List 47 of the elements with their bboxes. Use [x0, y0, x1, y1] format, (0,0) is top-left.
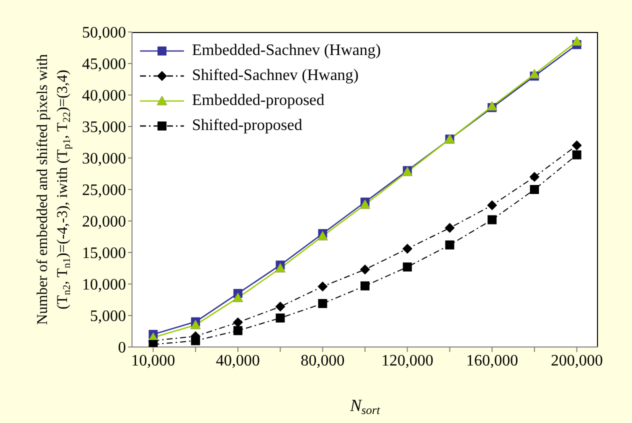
y-tick-label: 50,000 — [82, 24, 126, 42]
y-tick-label: 35,000 — [82, 119, 126, 136]
x-tick-label: 200,000 — [550, 352, 603, 370]
point — [572, 150, 582, 160]
x-tick-label: 80,000 — [300, 352, 345, 370]
legend-label: Embedded-Sachnev (Hwang) — [192, 42, 381, 60]
y-tick-label: 20,000 — [82, 214, 126, 231]
x-tick-label: 120,000 — [381, 352, 434, 370]
point — [572, 36, 582, 46]
y-tick-label: 5,000 — [90, 308, 126, 326]
y-tick-label: 45,000 — [82, 56, 126, 74]
point — [402, 262, 412, 272]
point — [488, 215, 497, 224]
point — [232, 317, 243, 328]
legend-label: Embedded-proposed — [192, 92, 324, 110]
y-tick-label: 0 — [118, 340, 126, 357]
point — [191, 336, 200, 346]
point — [529, 68, 540, 78]
point — [572, 140, 582, 150]
point — [276, 314, 285, 323]
point — [445, 240, 454, 250]
x-tick-label: 160,000 — [466, 352, 518, 370]
legend-label: Shifted-Sachnev (Hwang) — [192, 66, 359, 84]
y-tick-label: 30,000 — [82, 150, 126, 168]
point — [487, 200, 498, 210]
y-tick-label: 25,000 — [82, 182, 126, 200]
y-tick-label: 10,000 — [82, 276, 126, 294]
point — [360, 281, 370, 290]
y-tick-label: 40,000 — [82, 88, 126, 105]
point — [190, 320, 201, 330]
point — [275, 302, 286, 312]
x-tick-label: 40,000 — [216, 352, 260, 370]
point — [360, 264, 370, 275]
point — [402, 244, 412, 254]
point — [530, 185, 539, 194]
point — [275, 263, 286, 272]
point — [318, 282, 328, 292]
point — [318, 299, 328, 308]
point — [148, 340, 158, 347]
point — [232, 292, 244, 302]
y-tick-label: 15,000 — [82, 245, 126, 262]
x-tick-label: 10,000 — [131, 352, 176, 370]
point — [444, 222, 455, 233]
point — [529, 172, 540, 182]
x-axis-title: N$_{sort}$ — [349, 396, 381, 417]
point — [233, 326, 242, 336]
legend-label: Shifted-proposed — [192, 116, 302, 134]
